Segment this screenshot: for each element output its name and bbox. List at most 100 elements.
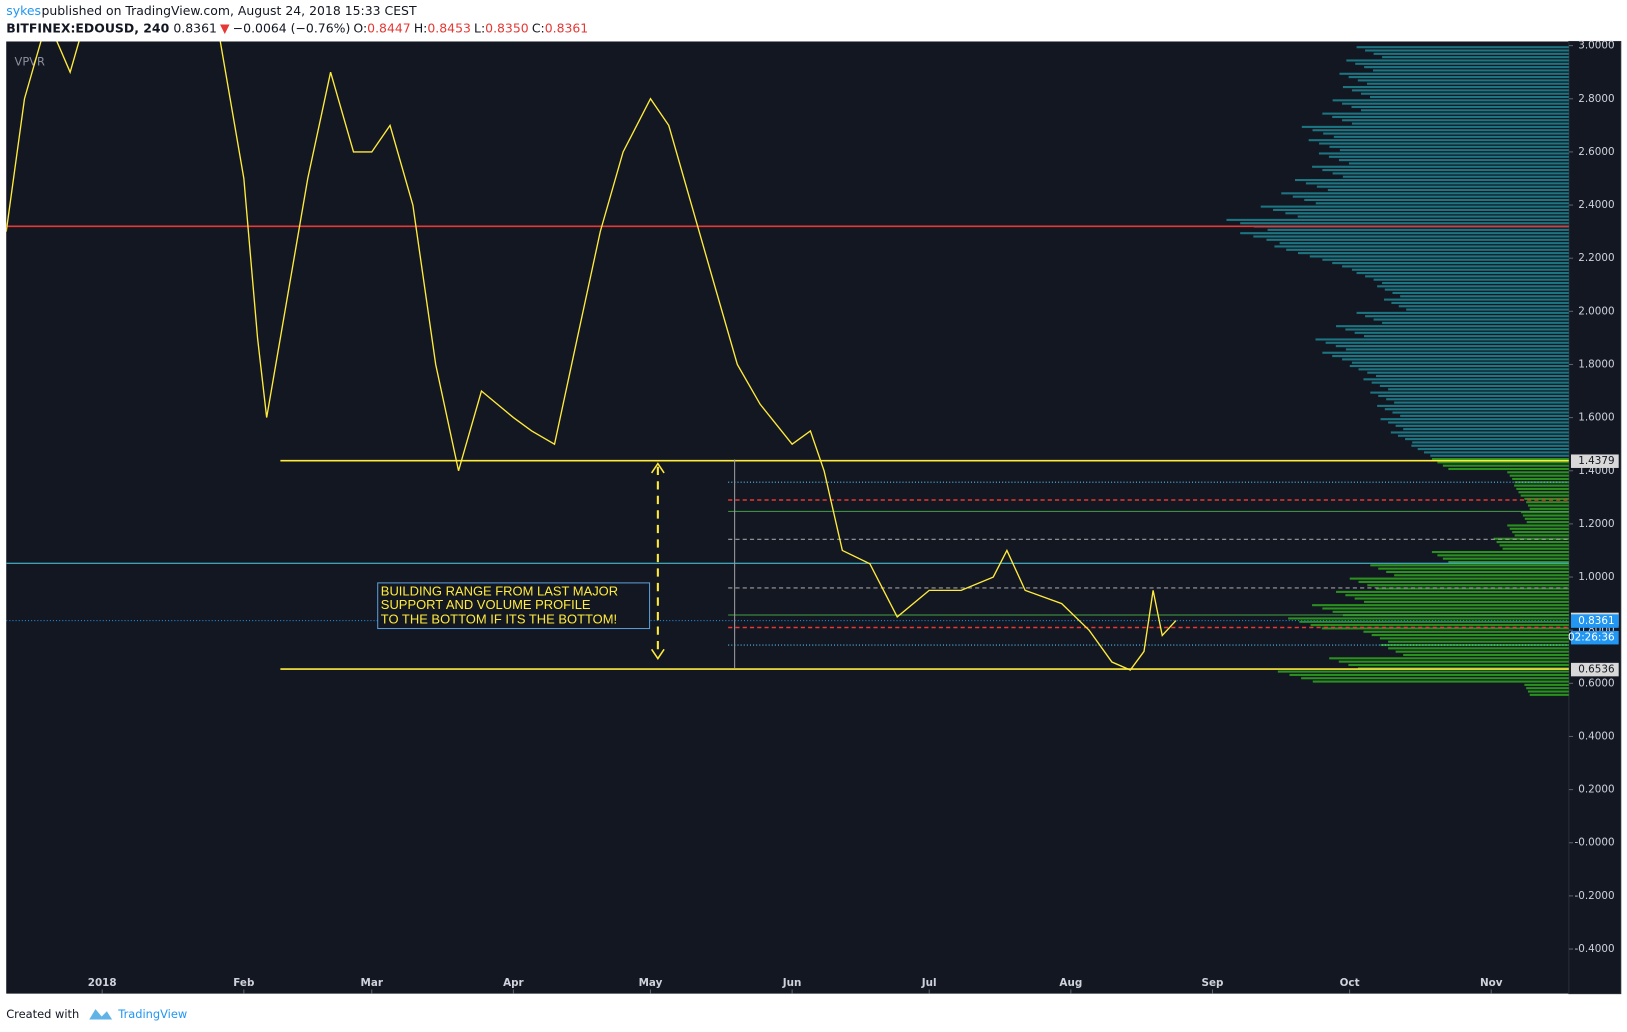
volume-bar <box>1322 112 1569 115</box>
volume-bar <box>1524 497 1569 500</box>
volume-bar <box>1400 414 1569 417</box>
price-badge <box>1570 614 1619 628</box>
volume-bar <box>1354 597 1569 600</box>
x-tick-label: Sep <box>1202 977 1224 989</box>
y-tick-label: 0.2000 <box>1578 784 1614 796</box>
y-tick-label: 1.2000 <box>1578 518 1614 530</box>
volume-bar <box>1332 99 1569 102</box>
header-text: −0.0064 (−0.76%) <box>233 21 351 36</box>
volume-bar <box>1342 175 1569 178</box>
volume-bar <box>1392 291 1569 295</box>
volume-bar <box>1365 49 1569 52</box>
x-tick-label: Nov <box>1480 977 1503 989</box>
volume-bar <box>1277 670 1569 673</box>
volume-bar <box>1400 295 1569 298</box>
volume-bar <box>1398 305 1569 308</box>
volume-bar <box>1370 95 1569 99</box>
volume-bar <box>1386 398 1569 401</box>
published: published on TradingView.com, August 24,… <box>42 3 417 18</box>
header-text: L: <box>474 21 485 36</box>
y-tick-label: -0.0000 <box>1575 837 1615 849</box>
volume-bar <box>1338 660 1569 663</box>
volume-bar <box>1335 345 1569 348</box>
volume-bar <box>1509 527 1569 530</box>
x-tick-label: Mar <box>361 977 384 989</box>
volume-bar <box>1349 364 1569 368</box>
volume-bar <box>1507 471 1569 474</box>
indicator-label: VPVR <box>15 55 45 69</box>
volume-bar <box>1384 288 1569 291</box>
volume-bar <box>1448 560 1569 564</box>
volume-bar <box>1371 381 1569 384</box>
volume-bar <box>1315 338 1569 341</box>
price-badge-label: 0.6536 <box>1578 664 1614 676</box>
volume-bar <box>1526 521 1569 524</box>
header-text: ▼ <box>220 21 230 36</box>
price-badge-label: 1.4379 <box>1578 455 1614 467</box>
price-axis <box>1568 40 1622 995</box>
volume-bar <box>1386 570 1569 573</box>
volume-bar <box>1379 384 1569 388</box>
volume-bar <box>1499 544 1569 547</box>
volume-bar <box>1266 238 1569 241</box>
volume-bar <box>1299 620 1569 623</box>
volume-bar <box>1371 634 1569 637</box>
volume-bar <box>1363 600 1569 603</box>
volume-bar <box>1288 617 1569 620</box>
volume-bar <box>1332 610 1569 613</box>
volume-bar <box>1322 258 1569 261</box>
volume-bar <box>1403 653 1569 657</box>
annotation: TO THE BOTTOM IF ITS THE BOTTOM! <box>381 612 617 627</box>
volume-bar <box>1345 594 1569 597</box>
volume-bar <box>1321 627 1569 630</box>
volume-bar <box>1373 52 1569 55</box>
volume-bar <box>1301 125 1569 128</box>
volume-bar <box>1363 378 1569 381</box>
volume-bar <box>1351 122 1569 125</box>
volume-bar <box>1507 524 1569 527</box>
volume-bar <box>1448 467 1569 471</box>
volume-bar <box>1529 693 1569 696</box>
volume-bar <box>1383 298 1569 301</box>
volume-bar <box>1522 514 1569 517</box>
volume-bar <box>1370 564 1569 567</box>
volume-bar <box>1297 252 1569 255</box>
volume-bar <box>1442 464 1569 467</box>
annotation-box <box>377 582 651 630</box>
y-tick-label: 2.8000 <box>1578 93 1614 105</box>
volume-bar <box>1312 129 1569 132</box>
author: sykes <box>6 3 41 18</box>
y-tick-label: 1.4000 <box>1578 465 1614 477</box>
volume-bar <box>1378 567 1569 570</box>
volume-bar <box>1319 142 1569 145</box>
volume-bar <box>1322 169 1569 172</box>
volume-bar <box>1279 242 1569 245</box>
plot-layer <box>6 41 1569 696</box>
volume-bar <box>1346 59 1569 62</box>
volume-bar <box>1267 228 1569 231</box>
price-badge <box>1570 662 1619 677</box>
volume-bar <box>1376 374 1569 378</box>
volume-bar <box>1297 215 1569 218</box>
volume-bar <box>1373 318 1569 321</box>
volume-bar <box>1388 647 1569 650</box>
volume-bar <box>1411 444 1569 447</box>
price-badge <box>1570 454 1619 468</box>
annotation: BUILDING RANGE FROM LAST MAJOR <box>381 584 618 599</box>
volume-bar <box>1365 275 1569 278</box>
volume-bar <box>1526 687 1569 690</box>
volume-bar <box>1430 454 1569 457</box>
volume-bar <box>1354 331 1569 334</box>
countdown-badge <box>1570 630 1619 645</box>
volume-bar <box>1367 584 1569 587</box>
volume-bar <box>1514 534 1569 537</box>
volume-bar <box>1304 198 1569 202</box>
volume-bar <box>1377 404 1569 407</box>
volume-bar <box>1348 76 1569 79</box>
volume-bar <box>1310 624 1569 627</box>
volume-bar <box>1351 268 1569 271</box>
y-tick-label: 2.6000 <box>1578 146 1614 158</box>
x-tick-label: Apr <box>503 977 524 989</box>
